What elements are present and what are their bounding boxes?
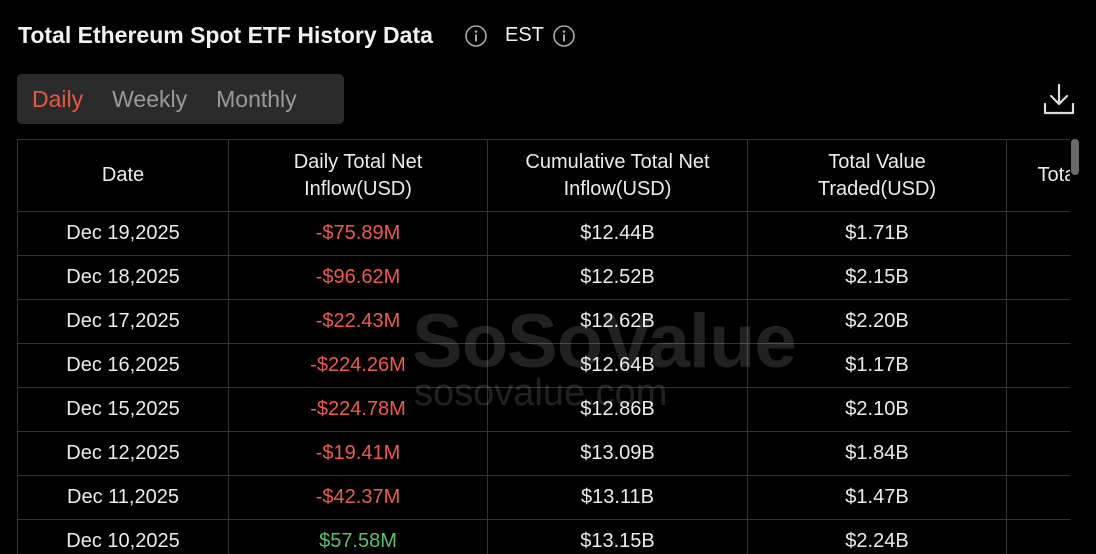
column-header: Total Value Traded(USD) xyxy=(747,139,1007,212)
download-button[interactable] xyxy=(1042,82,1076,116)
table-cell: $2.15B xyxy=(747,255,1007,300)
table-cell: -$19.41M xyxy=(228,431,488,476)
table-row: Dec 19,2025-$75.89M$12.44B$1.71B$18.21B xyxy=(17,211,1070,256)
table-cell: $12.44B xyxy=(487,211,748,256)
column-header: Total Net Assets(USD) xyxy=(1006,139,1070,212)
table-row: Dec 12,2025-$19.41M$13.09B$1.84B$19.42B xyxy=(17,431,1070,476)
table-cell: $2.24B xyxy=(747,519,1007,554)
table-cell: $1.17B xyxy=(747,343,1007,388)
table-cell: Dec 18,2025 xyxy=(17,255,229,300)
table-cell: $1.71B xyxy=(747,211,1007,256)
table-cell: -$96.62M xyxy=(228,255,488,300)
table-cell: $21.43B xyxy=(1006,519,1070,554)
title: Total Ethereum Spot ETF History Data xyxy=(18,22,433,48)
table-cell: -$42.37M xyxy=(228,475,488,520)
table-cell: $13.09B xyxy=(487,431,748,476)
table-cell: Dec 15,2025 xyxy=(17,387,229,432)
table-cell: $19.42B xyxy=(1006,431,1070,476)
table-row: Dec 16,2025-$224.26M$12.64B$1.17B$18.17B xyxy=(17,343,1070,388)
table-row: Dec 17,2025-$22.43M$12.62B$2.20B$17.34B xyxy=(17,299,1070,344)
table-cell: $1.84B xyxy=(747,431,1007,476)
table-cell: $20.31B xyxy=(1006,475,1070,520)
table-cell: $1.47B xyxy=(747,475,1007,520)
table-body: Dec 19,2025-$75.89M$12.44B$1.71B$18.21BD… xyxy=(17,211,1070,554)
table-cell: $2.10B xyxy=(747,387,1007,432)
table-cell: $18.17B xyxy=(1006,343,1070,388)
table-cell: $13.15B xyxy=(487,519,748,554)
table-cell: Dec 10,2025 xyxy=(17,519,229,554)
table-container: Date Daily Total Net Inflow(USD) Cumulativ… xyxy=(17,139,1070,554)
table-cell: $57.58M xyxy=(228,519,488,554)
info-icon[interactable] xyxy=(465,25,487,47)
info-icon[interactable] xyxy=(553,25,575,47)
table-cell: $17.07B xyxy=(1006,255,1070,300)
table-cell: $12.62B xyxy=(487,299,748,344)
table-cell: $13.11B xyxy=(487,475,748,520)
table-cell: -$75.89M xyxy=(228,211,488,256)
table-row: Dec 15,2025-$224.78M$12.86B$2.10B$18.27B xyxy=(17,387,1070,432)
table-row: Dec 11,2025-$42.37M$13.11B$1.47B$20.31B xyxy=(17,475,1070,520)
table-cell: -$224.78M xyxy=(228,387,488,432)
tab-bar: Daily Weekly Monthly xyxy=(17,74,344,124)
table-cell: $2.20B xyxy=(747,299,1007,344)
table-cell: Dec 17,2025 xyxy=(17,299,229,344)
column-header: Cumulative Total Net Inflow(USD) xyxy=(487,139,748,212)
table-cell: -$224.26M xyxy=(228,343,488,388)
tab[interactable]: Weekly xyxy=(112,85,188,112)
table-row: Dec 10,2025$57.58M$13.15B$2.24B$21.43B xyxy=(17,519,1070,554)
table-cell: -$22.43M xyxy=(228,299,488,344)
tab[interactable]: Daily xyxy=(32,85,84,112)
scrollbar[interactable] xyxy=(1071,139,1079,175)
table-cell: Dec 16,2025 xyxy=(17,343,229,388)
history-table: Date Daily Total Net Inflow(USD) Cumulativ… xyxy=(17,139,1070,554)
tab[interactable]: Monthly xyxy=(216,85,297,112)
table-cell: Dec 19,2025 xyxy=(17,211,229,256)
table-cell: $17.34B xyxy=(1006,299,1070,344)
table-cell: Dec 11,2025 xyxy=(17,475,229,520)
table-cell: $18.21B xyxy=(1006,211,1070,256)
column-header: Daily Total Net Inflow(USD) xyxy=(228,139,488,212)
table-cell: $18.27B xyxy=(1006,387,1070,432)
table-cell: $12.52B xyxy=(487,255,748,300)
table-cell: $12.64B xyxy=(487,343,748,388)
column-header: Date xyxy=(17,139,229,212)
timezone: EST xyxy=(505,24,544,46)
table-cell: Dec 12,2025 xyxy=(17,431,229,476)
table-cell: $12.86B xyxy=(487,387,748,432)
table-row: Dec 18,2025-$96.62M$12.52B$2.15B$17.07B xyxy=(17,255,1070,300)
header-row: Date Daily Total Net Inflow(USD) Cumulativ… xyxy=(17,139,1070,212)
